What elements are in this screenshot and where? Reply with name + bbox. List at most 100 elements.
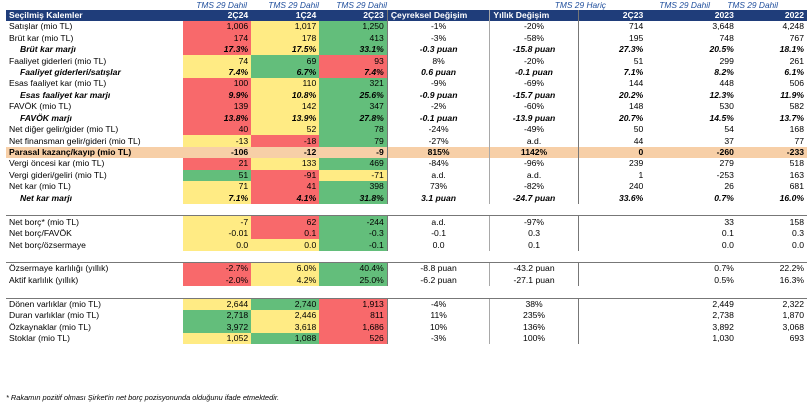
value-2023: 2,738: [712, 310, 734, 321]
yearly-change: -60%: [489, 101, 579, 113]
value-2023: 748: [719, 32, 734, 43]
quarterly-change: -3%: [386, 332, 490, 345]
heatmap-cell: 3,972: [183, 321, 252, 333]
heatmap-cell: 2,740: [251, 297, 320, 310]
value-2023: 54: [724, 124, 734, 135]
row-label: Özkaynaklar (mio TL): [9, 321, 91, 332]
row-label: Stoklar (mio TL): [9, 333, 70, 344]
heatmap-cell: 1,017: [251, 21, 320, 33]
value-2022: 0.0: [792, 239, 804, 250]
yearly-change: -20%: [489, 55, 579, 67]
value-2q23-excl: [577, 239, 647, 251]
value-2q23-excl: [577, 274, 647, 287]
value-2q23-excl: 0: [577, 146, 647, 159]
row-label: Parasal kazanç/kayıp (mio TL): [6, 146, 184, 159]
heatmap-cell: -2.0%: [183, 274, 252, 287]
value-2022: 16.3%: [779, 274, 804, 285]
table-row: Özsermaye karlılığı (yıllık) -2.7% 6.0% 40.…: [6, 262, 807, 275]
table-row: Faaliyet giderleri (mio TL) 74 69 93 8% -20% 5…: [6, 55, 807, 67]
heatmap-cell: 2,644: [183, 297, 252, 310]
value-2q23-excl: [577, 321, 647, 333]
yearly-change: -27.1 puan: [489, 274, 579, 287]
heatmap-cell: 6.0%: [251, 262, 320, 275]
heatmap-cell: 93: [319, 55, 388, 67]
row-label: Brüt kar (mio TL): [9, 32, 74, 43]
heatmap-cell: 1,250: [319, 21, 388, 33]
value-2022: 168: [789, 124, 804, 135]
quarterly-change: -1%: [386, 21, 490, 33]
header-cell: 2022: [736, 10, 807, 21]
caption-2q24: TMS 29 Dahil: [196, 0, 247, 10]
header-cell: 2Ç23: [319, 10, 388, 21]
quarterly-change: -0.1 puan: [386, 112, 490, 124]
value-2q23-excl: 33.6%: [577, 192, 647, 204]
heatmap-cell: 110: [251, 78, 320, 90]
value-2023: 0.0: [721, 239, 734, 250]
quarterly-change: -6.2 puan: [386, 274, 490, 287]
table-row: Vergi öncesi kar (mio TL) 21 133 469 -84% -96…: [6, 158, 807, 170]
heatmap-cell: -106: [183, 146, 252, 159]
yearly-change: 136%: [489, 321, 579, 333]
row-label: Faaliyet giderleri (mio TL): [9, 55, 107, 66]
quarterly-change: -84%: [386, 158, 490, 170]
value-2q23-excl: [577, 332, 647, 345]
value-2q23-excl: 7.1%: [577, 66, 647, 79]
heatmap-cell: 0.1: [251, 227, 320, 240]
yearly-change: -82%: [489, 181, 579, 193]
table-row: Satışlar (mio TL) 1,006 1,017 1,250 -1% -20% 7…: [6, 21, 807, 33]
heatmap-cell: 31.8%: [319, 192, 388, 204]
row-label: Vergi öncesi kar (mio TL): [9, 158, 105, 169]
value-2023: 0.7%: [714, 192, 734, 203]
table-row: Net kar (mio TL) 71 41 398 73% -82% 240 26 681: [6, 181, 807, 193]
heatmap-cell: 100: [183, 78, 252, 90]
heatmap-cell: -9: [319, 146, 388, 159]
heatmap-cell: -2.7%: [183, 262, 252, 275]
quarterly-change: -4%: [386, 297, 490, 310]
heatmap-cell: 21: [183, 158, 252, 170]
value-2023: 448: [719, 78, 734, 89]
table-row: FAVÖK (mio TL) 139 142 347 -2% -60% 148 530 582: [6, 101, 807, 113]
heatmap-cell: 526: [319, 332, 388, 345]
table-row: Duran varlıklar (mio TL) 2,718 2,446 811 11%…: [6, 309, 807, 322]
yearly-change: -20%: [489, 21, 579, 33]
quarterly-change: 8%: [386, 55, 490, 67]
heatmap-cell: 0.0: [251, 239, 320, 251]
heatmap-cell: 0.0: [183, 239, 252, 251]
heatmap-cell: 17.5%: [251, 43, 320, 56]
value-2q23-excl: 50: [577, 123, 647, 136]
yearly-change: 0.3: [489, 227, 579, 240]
heatmap-cell: 1,913: [319, 297, 388, 310]
quarterly-change: 0.0: [386, 239, 490, 251]
value-2023: 1,030: [712, 333, 734, 344]
table-row: Net borç/FAVÖK -0.01 0.1 -0.3 -0.1 0.3 0.1 0.3: [6, 227, 807, 240]
heatmap-cell: 78: [319, 123, 388, 136]
value-2023: 20.5%: [709, 44, 734, 55]
yearly-change: 235%: [489, 309, 579, 322]
caption-2q23: TMS 29 Dahil: [336, 0, 387, 10]
heatmap-cell: 51: [183, 169, 252, 182]
row-label: Net borç/FAVÖK: [9, 228, 72, 239]
value-2023: -253: [716, 169, 734, 180]
value-2q23-excl: 714: [577, 21, 647, 33]
value-2022: 681: [789, 181, 804, 192]
row-label: Net kar marjı: [20, 192, 73, 203]
table-row: Parasal kazanç/kayıp (mio TL) -106 -12 -9 81…: [6, 146, 807, 159]
heatmap-cell: 1,006: [183, 21, 252, 33]
table-row: Özkaynaklar (mio TL) 3,972 3,618 1,686 10% 13…: [6, 321, 807, 333]
value-2022: 506: [789, 78, 804, 89]
value-2022: 13.7%: [779, 112, 804, 123]
heatmap-cell: 1,052: [183, 332, 252, 345]
value-2q23-excl: [577, 262, 647, 275]
heatmap-cell: 25.0%: [319, 274, 388, 287]
value-2023: 0.5%: [714, 274, 734, 285]
header-cell: Seçilmiş Kalemler: [6, 10, 184, 21]
header-cell: Yıllık Değişim: [489, 10, 579, 21]
heatmap-cell: 413: [319, 32, 388, 44]
value-2023: 299: [719, 55, 734, 66]
yearly-change: -43.2 puan: [489, 262, 579, 275]
value-2022: -233: [736, 146, 807, 159]
value-2q23-excl: 1: [577, 169, 647, 182]
yearly-change: -15.8 puan: [489, 43, 579, 56]
heatmap-cell: 174: [183, 32, 252, 44]
